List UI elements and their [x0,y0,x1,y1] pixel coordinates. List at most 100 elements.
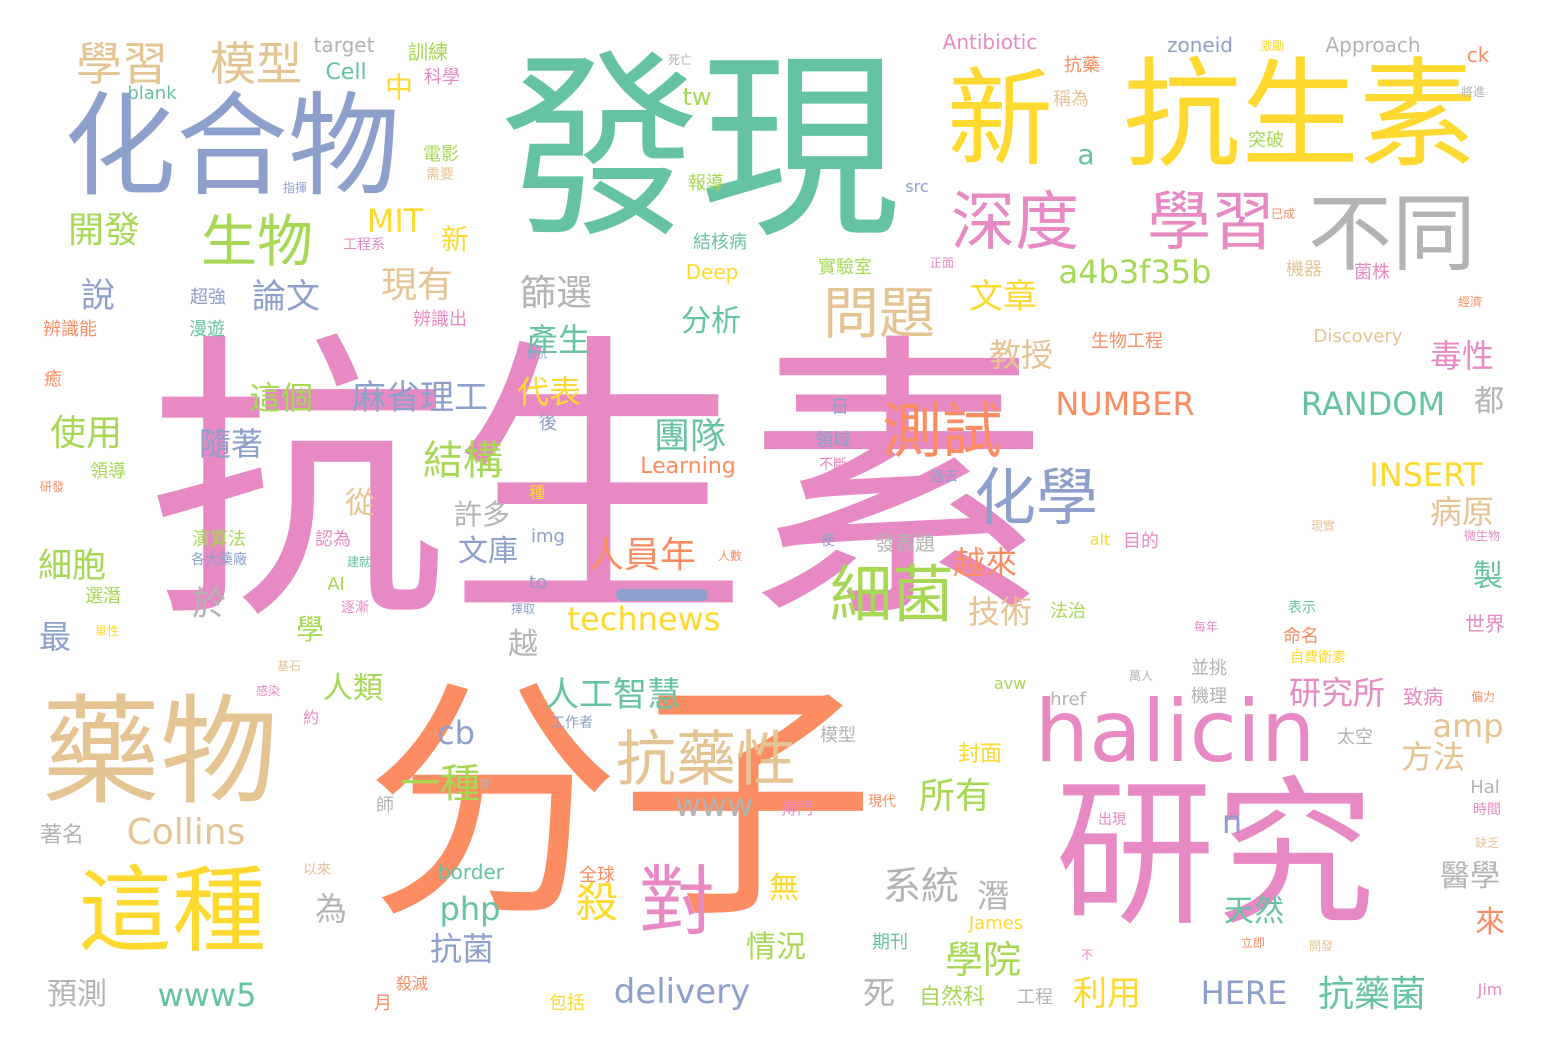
word-all-of: 都 [1474,384,1504,419]
word-worker: 工作者 [551,715,593,731]
word-a: a [1077,138,1095,171]
word-kill: 殺 [575,878,619,927]
word-natural-science: 自然科 [918,985,986,1010]
word-single: 單性 [94,624,120,638]
word-bacteria: 細菌 [829,558,955,631]
word-antibiotic-small: 抗生素 [1122,46,1478,184]
word-collins: Collins [126,812,246,853]
word-people-count: 人數 [717,549,743,563]
word-method: 方法 [1400,738,1466,776]
word-journal: 期刊 [872,932,908,953]
word-this-kind: 這種 [77,857,267,966]
word-group: 團抗 [527,350,547,361]
word-new: 新 [947,58,1053,181]
word-death: 死亡 [667,53,693,67]
word-indicate: 表示 [1288,600,1316,616]
word-world: 世界 [1465,612,1505,636]
word-microbe: 微生物 [1463,529,1501,543]
word-resistant-bacteria: 抗藥菌 [1317,974,1427,1015]
word-cb: cb [437,714,475,752]
word-encourage: 激勵 [1259,39,1285,53]
word-advance: 將進 [1460,85,1486,99]
word-more-and-more: 越來 [952,544,1018,582]
word-reality: 現實 [1310,519,1336,533]
word-come: 來 [1475,905,1505,940]
word-model: 模型 [210,37,302,91]
word-engineering: 工程 [1017,987,1053,1008]
word-since: 以來 [303,862,331,878]
word-rnd: 研發 [39,480,65,494]
word-name: 命名 [1283,626,1319,647]
word-say: 說 [81,276,115,316]
word-to-en: to [528,572,548,593]
word-structure: 結構 [423,438,503,484]
word-called: 稱為 [1053,89,1089,110]
word-natural: 天然 [1224,894,1284,929]
word-engineering-dept: 工程系 [343,237,385,253]
word-from: 從 [345,486,375,521]
word-for: 為 [314,890,348,928]
word-src: src [905,177,929,196]
word-month: 月 [374,993,392,1014]
word-molecule: 分子 [364,656,876,954]
word-paper: 論文 [252,277,320,317]
word-not: 不 [1080,948,1094,962]
word-modern: 現代 [868,794,896,810]
word-here: HERE [1200,974,1288,1012]
word-amp: amp [1432,707,1504,745]
word-underline-mark [616,589,708,601]
word-laboratory: 實驗室 [818,257,872,278]
word-need: 需要 [426,167,454,183]
word-zoneid: zoneid [1167,33,1233,57]
word-cell-en: Cell [325,60,367,85]
word-after: 後 [539,413,557,434]
word-insert: INSERT [1369,456,1483,494]
word-www5: www5 [157,976,257,1014]
word-n: n [1221,803,1243,841]
word-hal: Hal [1470,777,1500,798]
word-drug: 藥物 [41,683,279,821]
word-represent: 代表 [516,373,582,411]
word-screening: 篩選 [519,273,593,314]
word-latent: 潛 [976,877,1010,915]
word-antibiotic: 抗生素 [148,310,1048,659]
word-kind: 種 [528,483,546,502]
word-all: 所有 [918,776,992,817]
word-resist: 抗藥 [1064,55,1100,76]
word-delivery: delivery [613,972,751,1012]
word-rule-of-law: 法治 [1050,601,1086,622]
word-discovery-en: Discovery [1313,326,1403,347]
word-about: 約 [302,708,320,727]
word-include: 包括 [549,993,585,1014]
word-biology: 生物 [201,210,313,275]
word-research: 研究 [1054,761,1376,948]
word-time: 時間 [1473,802,1501,818]
word-ck: ck [1466,43,1490,67]
word-href: href [1050,689,1086,710]
word-dead: 死 [862,974,896,1012]
word-and-select: 並挑 [1191,658,1227,679]
word-avw: avw [993,674,1027,693]
word-produce: 產生 [525,321,591,359]
word-algorithm: 演算法 [192,529,246,550]
word-many: 許多 [453,498,511,531]
word-lack: 缺乏 [1474,836,1500,850]
word-system: 系統 [882,864,960,908]
word-more: 越 [508,627,538,662]
word-technology: 技術 [967,593,1033,631]
word-library: 文庫 [458,534,518,569]
word-toxicity: 毒性 [1429,337,1495,375]
word-purpose: 目的 [1123,531,1159,552]
word-middle: 中 [384,71,414,104]
word-teacher: 師 [376,795,394,816]
word-self-antibiotic: 自費衛素 [1290,650,1346,666]
word-personnel-year: 人員年 [587,535,697,576]
word-this: 這個 [248,379,314,417]
word-strain: 菌株 [1354,262,1390,283]
word-human: 人類 [323,671,383,706]
word-training: 訓練 [408,40,448,64]
word-www: www [674,786,754,824]
word-antibacterial: 抗菌 [429,930,495,968]
word-different: 不同 [1307,185,1477,283]
